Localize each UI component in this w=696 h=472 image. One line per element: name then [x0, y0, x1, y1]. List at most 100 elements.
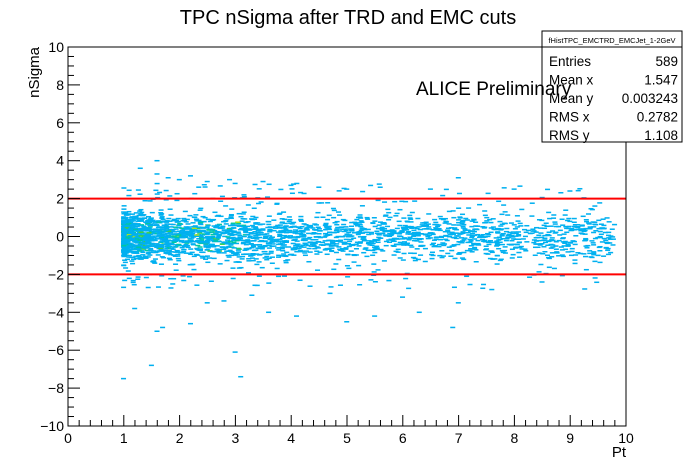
histogram-bin [397, 224, 403, 227]
histogram-bin [270, 243, 276, 245]
histogram-bin [568, 254, 574, 257]
histogram-bin [583, 237, 589, 240]
histogram-bin [589, 208, 595, 211]
histogram-bin [546, 240, 552, 243]
histogram-bin [559, 274, 565, 277]
histogram-bin [343, 229, 349, 232]
histogram-bin [140, 248, 146, 250]
histogram-bin [438, 236, 445, 239]
histogram-bin [155, 286, 162, 288]
histogram-bin [495, 244, 501, 246]
histogram-bin [163, 189, 169, 192]
histogram-bin [565, 251, 571, 253]
histogram-bin [160, 326, 166, 329]
histogram-bin [539, 196, 545, 199]
histogram-bin [142, 199, 148, 202]
histogram-bin [249, 294, 255, 297]
histogram-bin [588, 207, 594, 210]
histogram-bin [287, 231, 293, 234]
histogram-bin [167, 220, 173, 222]
histogram-bin [177, 232, 183, 235]
histogram-bin [344, 321, 350, 323]
histogram-bin [188, 234, 194, 236]
histogram-bin [495, 232, 501, 234]
histogram-bin [374, 247, 380, 249]
histogram-bin [165, 239, 172, 242]
histogram-bin [166, 247, 172, 249]
histogram-bin [197, 231, 203, 233]
histogram-bin [471, 243, 477, 246]
histogram-bin [168, 223, 174, 226]
histogram-bin [527, 276, 533, 278]
histogram-bin [279, 221, 285, 223]
histogram-bin [331, 216, 337, 219]
histogram-bin [514, 215, 520, 217]
histogram-bin [493, 241, 499, 243]
histogram-bin [217, 227, 223, 230]
histogram-bin [251, 245, 257, 248]
histogram-bin [215, 240, 221, 242]
histogram-bin [462, 237, 468, 239]
histogram-bin [121, 255, 127, 258]
histogram-bin [195, 248, 201, 251]
histogram-bin [200, 257, 206, 259]
histogram-bin [156, 220, 162, 222]
histogram-bin [430, 233, 436, 236]
histogram-bin [461, 251, 467, 254]
histogram-bin [505, 234, 511, 237]
histogram-bin [527, 232, 533, 235]
histogram-bin [480, 233, 486, 236]
histogram-bin [569, 229, 575, 232]
histogram-bin [338, 235, 344, 238]
histogram-bin [206, 231, 212, 234]
histogram-bin [410, 235, 416, 237]
histogram-bin [438, 217, 444, 220]
histogram-bin [286, 220, 292, 223]
histogram-bin [150, 236, 156, 238]
histogram-bin [230, 277, 236, 280]
histogram-bin [311, 232, 317, 234]
histogram-bin [560, 237, 566, 240]
histogram-bin [400, 296, 406, 298]
histogram-bin [229, 208, 235, 210]
histogram-bin [315, 211, 321, 214]
histogram-bin [333, 236, 339, 239]
histogram-bin [208, 280, 214, 283]
histogram-bin [297, 279, 303, 282]
histogram-bin [360, 190, 366, 193]
histogram-bin [299, 235, 305, 238]
histogram-bin [325, 234, 331, 236]
histogram-bin [224, 230, 230, 233]
histogram-bin [333, 263, 339, 265]
histogram-bin [175, 255, 181, 257]
histogram-bin [292, 232, 298, 234]
histogram-bin [403, 277, 409, 280]
histogram-bin [158, 247, 164, 250]
histogram-bin [159, 213, 165, 215]
histogram-bin [221, 252, 227, 254]
histogram-bin [282, 254, 288, 257]
histogram-bin [291, 236, 297, 238]
histogram-bin [457, 252, 463, 255]
histogram-bin [341, 187, 347, 190]
histogram-bin [228, 214, 234, 217]
histogram-bin [170, 228, 176, 231]
histogram-bin [237, 237, 243, 240]
histogram-bin [295, 236, 301, 239]
histogram-bin [483, 221, 489, 224]
histogram-bin [122, 259, 128, 261]
histogram-bin [235, 261, 241, 263]
histogram-bin [252, 226, 258, 228]
histogram-bin [151, 233, 157, 235]
histogram-bin [351, 261, 357, 263]
histogram-bin [250, 228, 256, 230]
histogram-bin [302, 254, 308, 257]
histogram-bin [361, 235, 367, 238]
histogram-bin [486, 241, 492, 243]
histogram-bin [129, 213, 135, 215]
histogram-bin [365, 218, 371, 220]
histogram-bin [159, 256, 165, 258]
histogram-bin [145, 286, 151, 289]
histogram-bin [298, 246, 304, 248]
histogram-bin [380, 222, 386, 224]
